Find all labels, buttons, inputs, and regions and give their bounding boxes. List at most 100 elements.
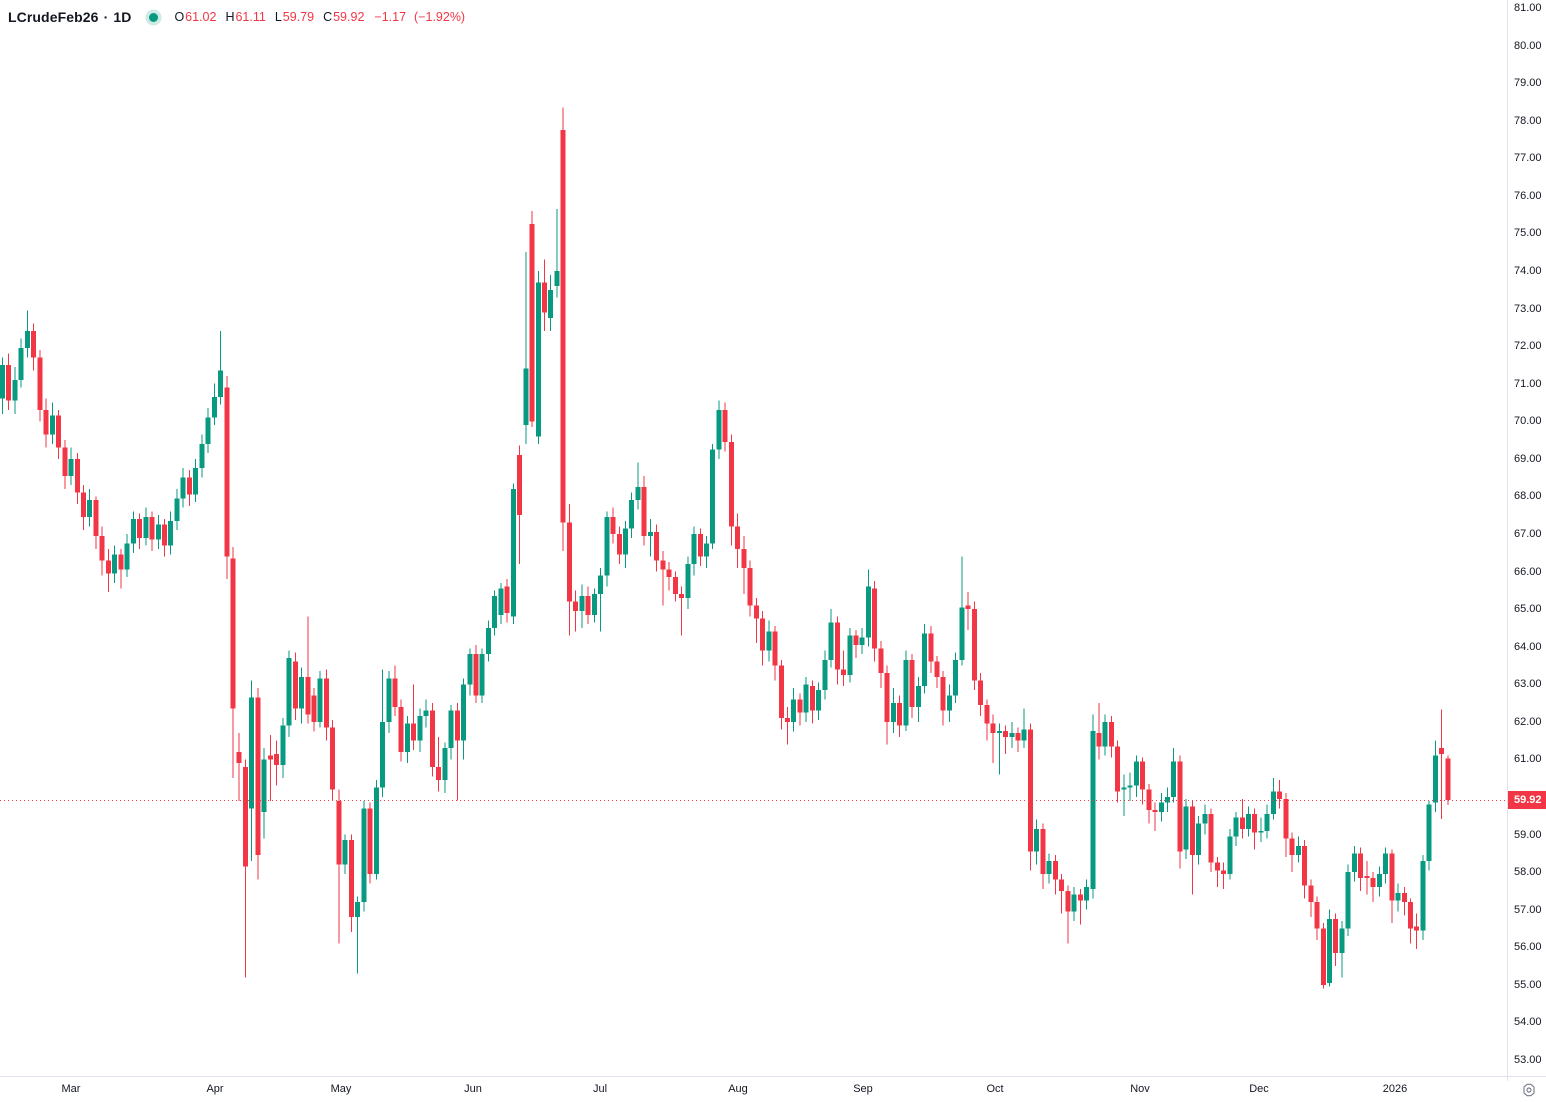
candle [660, 550, 666, 606]
candle [560, 107, 566, 551]
candle [24, 310, 30, 358]
price-tick-label: 62.00 [1514, 715, 1542, 728]
candle [1196, 815, 1202, 865]
candle [1295, 836, 1301, 863]
candle [367, 802, 373, 884]
candle [1401, 887, 1407, 916]
candle [479, 648, 485, 704]
candle [118, 549, 124, 589]
candle [1158, 793, 1164, 822]
candle [186, 470, 192, 506]
time-tick-label: Sep [853, 1083, 873, 1095]
price-tick-label: 54.00 [1514, 1016, 1542, 1029]
price-axis[interactable]: 59.92 81.00 80.00 79.00 78.00 77.00 76.00 75.0… [1508, 0, 1546, 1076]
candle [847, 627, 853, 683]
candle [772, 626, 778, 681]
candle [598, 567, 604, 632]
candle [610, 507, 616, 544]
candle [255, 688, 261, 880]
candle [143, 507, 149, 546]
candle [348, 834, 354, 933]
change-percent: (−1.92%) [414, 10, 466, 24]
candle [149, 511, 155, 551]
candle [1221, 862, 1227, 890]
time-axis[interactable]: Mar Apr May Jun Jul Aug Sep Oct Nov Dec 2026 [0, 1077, 1546, 1102]
candle [1177, 755, 1183, 869]
candle [1333, 913, 1339, 967]
candle [1071, 887, 1077, 921]
candle [504, 579, 510, 623]
candle [996, 723, 1002, 775]
candle [236, 733, 242, 801]
candle [155, 515, 161, 550]
candle [411, 684, 417, 751]
candle [735, 513, 741, 568]
price-tick-label: 77.00 [1514, 152, 1542, 165]
candle [635, 462, 641, 510]
price-tick-label: 75.00 [1514, 227, 1542, 240]
candle [1445, 755, 1451, 805]
candle [872, 580, 878, 662]
candle [934, 656, 940, 689]
candle [1270, 778, 1276, 820]
candle [710, 443, 716, 550]
time-tick-label: Oct [986, 1083, 1004, 1095]
candle [1239, 798, 1245, 839]
candle [953, 652, 959, 704]
time-tick-label: 2026 [1382, 1083, 1408, 1095]
candle [797, 693, 803, 726]
price-tick-label: 64.00 [1514, 640, 1542, 653]
candle [12, 366, 18, 414]
price-tick-label: 78.00 [1514, 114, 1542, 127]
candle [112, 545, 118, 583]
axis-settings-gear-icon[interactable] [1521, 1082, 1537, 1098]
market-status-icon[interactable] [149, 12, 159, 22]
candle [1252, 808, 1258, 850]
candle [1264, 804, 1270, 839]
candle [467, 648, 473, 696]
candle [822, 650, 828, 700]
price-tick-label: 66.00 [1514, 565, 1542, 578]
candle [31, 323, 37, 371]
time-tick-label: Nov [1130, 1083, 1150, 1095]
candle [1233, 812, 1239, 846]
time-tick-label: May [330, 1083, 352, 1095]
candle [1021, 708, 1027, 749]
interval-label[interactable]: 1D [113, 9, 132, 25]
ohlc-high: H61.11 [225, 10, 266, 24]
candle [535, 271, 541, 444]
candle [1009, 721, 1015, 749]
chart-legend: LCrudeFeb26 · 1D O61.02 H61.11 L59.79 C59.… [8, 6, 472, 28]
candle [417, 708, 423, 752]
candle [747, 560, 753, 617]
candle [1345, 864, 1351, 936]
symbol-title[interactable]: LCrudeFeb26 · 1D [8, 9, 131, 25]
price-tick-label: 55.00 [1514, 978, 1542, 991]
price-tick-label: 70.00 [1514, 415, 1542, 428]
candle [1326, 909, 1332, 987]
candle [87, 488, 93, 527]
candle [1351, 845, 1357, 882]
ohlc-readout: O61.02 H61.11 L59.79 C59.92 −1.17 (−1.92… [174, 10, 472, 24]
candle [1395, 883, 1401, 912]
price-tick-label: 72.00 [1514, 340, 1542, 353]
candle [1046, 853, 1052, 884]
candle [629, 492, 635, 538]
candle [473, 644, 479, 704]
change-value: −1.17 [374, 10, 407, 24]
candle [1108, 716, 1114, 758]
candle [566, 503, 572, 636]
candle [1140, 757, 1146, 805]
time-tick-label: Jul [592, 1083, 608, 1095]
candle [1314, 896, 1320, 940]
candle [753, 597, 759, 643]
chart-plot-area[interactable]: LCrudeFeb26 · 1D O61.02 H61.11 L59.79 C59.… [0, 0, 1507, 1076]
candle [230, 547, 236, 779]
candlestick-chart[interactable] [0, 0, 1507, 1076]
price-tick-label: 58.00 [1514, 866, 1542, 879]
candle [573, 590, 579, 632]
candle [174, 488, 180, 531]
candle [1426, 800, 1432, 871]
time-axis-separator [0, 1076, 1546, 1077]
price-tick-label: 63.00 [1514, 678, 1542, 691]
